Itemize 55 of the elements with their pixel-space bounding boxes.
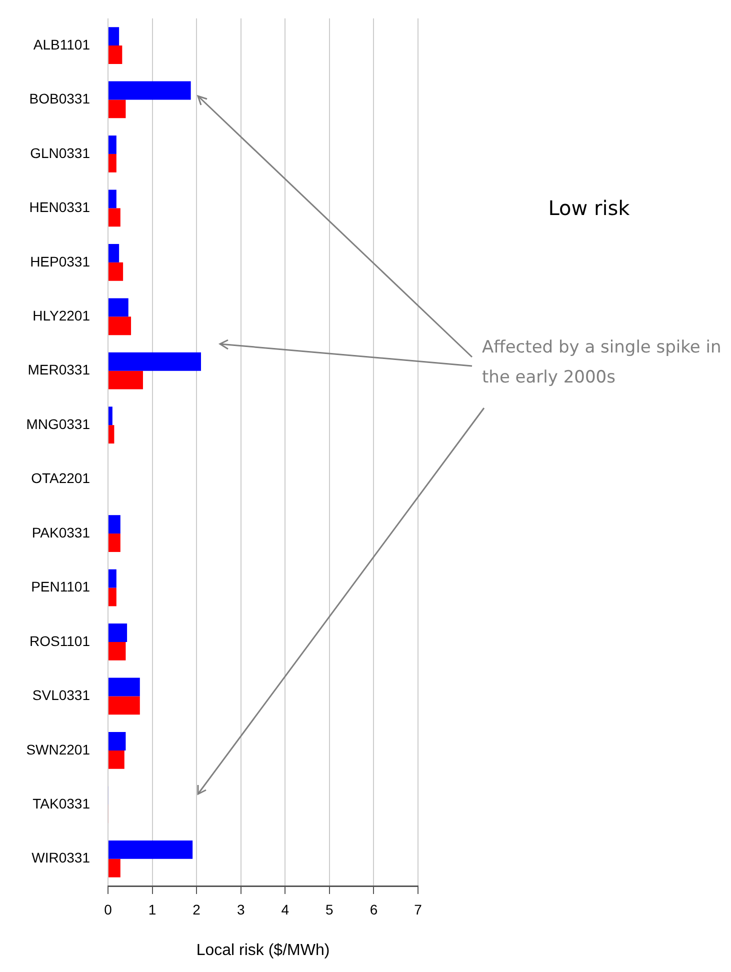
- bar: [108, 370, 143, 390]
- y-tick-label: WIR0331: [32, 850, 90, 866]
- bar: [108, 588, 116, 606]
- y-tick-label: BOB0331: [29, 90, 90, 107]
- bar: [108, 696, 140, 715]
- bar: [108, 352, 201, 371]
- bar: [108, 136, 116, 154]
- bar: [108, 154, 116, 172]
- y-tick-label: GLN0331: [30, 144, 90, 161]
- y-tick-label: PEN1101: [31, 578, 90, 595]
- y-tick-label: HEN0331: [29, 199, 90, 216]
- y-tick-label: ROS1101: [30, 632, 90, 649]
- y-tick-label: TAK0331: [32, 796, 90, 812]
- bar: [108, 750, 124, 769]
- x-tick-label: 7: [414, 901, 422, 918]
- y-tick-label: MNG0331: [26, 416, 90, 432]
- x-tick-label: 3: [236, 901, 245, 918]
- bar: [108, 569, 116, 588]
- x-tick-label: 5: [326, 901, 334, 918]
- x-tick-label: 0: [104, 901, 112, 918]
- bar: [108, 425, 114, 444]
- bar: [108, 46, 122, 64]
- bar: [108, 190, 116, 208]
- y-tick-label: OTA2201: [31, 470, 90, 486]
- bar: [108, 732, 126, 750]
- bar: [108, 840, 193, 859]
- bar: [108, 262, 124, 281]
- bar: [108, 316, 132, 336]
- bar: [108, 858, 120, 878]
- bar: [108, 27, 120, 46]
- text: Affected by a single spike in the early 2000s: [482, 337, 722, 388]
- bar: [108, 208, 120, 227]
- bar: [108, 534, 120, 552]
- y-tick-label: SWN2201: [26, 741, 90, 758]
- bar: [108, 642, 126, 660]
- bar: [108, 406, 112, 426]
- bar: [108, 81, 191, 100]
- y-tick-label: PAK0331: [32, 524, 90, 540]
- text: Low risk: [548, 196, 630, 220]
- y-tick-label: MER0331: [28, 362, 90, 378]
- bar: [108, 244, 120, 262]
- x-axis-title: Local risk ($/MWh): [196, 942, 330, 959]
- y-tick-label: SVL0331: [32, 687, 90, 704]
- bar: [108, 298, 128, 317]
- x-tick-label: 4: [281, 901, 290, 918]
- bar: [108, 678, 140, 696]
- bar: [108, 515, 120, 534]
- x-tick-label: 1: [148, 901, 156, 918]
- y-tick-label: ALB1101: [33, 36, 90, 52]
- x-tick-label: 6: [370, 901, 378, 918]
- bar: [108, 100, 126, 118]
- bar: [108, 624, 128, 642]
- y-tick-label: HLY2201: [32, 307, 90, 324]
- y-tick-label: HEP0331: [30, 253, 90, 270]
- x-tick-label: 2: [192, 901, 201, 918]
